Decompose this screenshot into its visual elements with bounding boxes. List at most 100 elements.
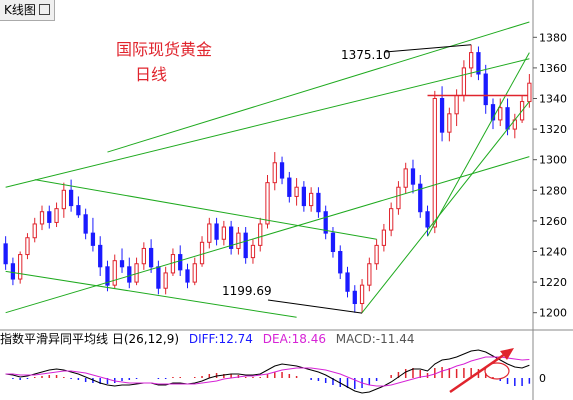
candle-body xyxy=(389,208,394,231)
macd-zero-label: 0 xyxy=(539,372,546,385)
macd-header: 指数平滑异同平均线 日(26,12,9) DIFF:12.74 DEA:18.4… xyxy=(0,331,415,348)
chart-subtitle: 日线 xyxy=(135,65,168,84)
candle-body xyxy=(119,260,125,268)
candle-body xyxy=(68,189,74,207)
diff-line xyxy=(5,349,530,394)
candle-body xyxy=(476,52,481,75)
trendline-upper-channel-top xyxy=(107,21,530,153)
macd-period: 日 xyxy=(111,332,124,346)
candle-body xyxy=(418,183,423,213)
candle-body xyxy=(10,263,16,280)
candle-body xyxy=(221,226,226,240)
candle-body xyxy=(76,205,81,216)
high-leader-line xyxy=(384,44,472,53)
candle-body xyxy=(359,284,365,305)
trendline-recent-support-line xyxy=(361,101,530,314)
candle-body xyxy=(403,168,408,188)
candle-body xyxy=(294,186,299,197)
candle-body xyxy=(265,182,270,225)
candle-body xyxy=(309,192,314,207)
low-price-label: 1199.69 xyxy=(222,284,272,298)
candle-body xyxy=(367,263,372,286)
y-tick-label-1200: 1200 xyxy=(539,307,567,320)
dea-line xyxy=(5,356,530,387)
candle-body xyxy=(410,168,416,185)
candle-body xyxy=(199,241,205,265)
candle-body xyxy=(170,254,176,274)
candle-body xyxy=(272,162,277,184)
candle-body xyxy=(330,232,336,252)
candle-body xyxy=(61,189,66,210)
candle-body xyxy=(323,211,328,234)
trendline-recent-support-line-2 xyxy=(427,52,530,237)
dea-value: DEA:18.46 xyxy=(262,332,326,346)
candle-body xyxy=(527,82,532,103)
candle-body xyxy=(279,162,285,179)
tab-title-label: K线图 xyxy=(4,3,36,17)
tab-close-icon[interactable] xyxy=(38,4,50,15)
low-leader-line xyxy=(267,299,363,314)
candle-body xyxy=(396,186,401,210)
candle-body xyxy=(185,269,190,283)
candle-body xyxy=(178,254,183,271)
candle-body xyxy=(127,266,132,283)
y-tick-label-1220: 1220 xyxy=(539,276,567,289)
candle-body xyxy=(287,177,292,197)
candle-body xyxy=(352,290,357,305)
candle-body xyxy=(258,223,263,246)
macd-value: MACD:-11.44 xyxy=(335,332,415,346)
candle-body xyxy=(469,52,474,69)
candle-body xyxy=(236,232,241,249)
macd-params: (26,12,9) xyxy=(123,332,180,346)
candle-body xyxy=(505,107,510,130)
candle-body xyxy=(461,67,467,96)
candle-body xyxy=(228,226,234,249)
candle-body xyxy=(83,214,88,234)
candle-body xyxy=(192,263,197,283)
candle-body xyxy=(163,272,168,289)
candle-body xyxy=(207,223,212,243)
y-tick-label-1300: 1300 xyxy=(539,154,567,167)
macd-arrow-shaft xyxy=(449,350,509,394)
candle-body xyxy=(374,244,379,265)
y-tick-label-1260: 1260 xyxy=(539,215,567,228)
candle-body xyxy=(54,208,59,223)
macd-arrow-head xyxy=(500,348,514,360)
candle-body xyxy=(250,244,256,259)
candle-body xyxy=(141,247,146,265)
macd-highlight-circle xyxy=(484,362,510,380)
candle-body xyxy=(90,232,96,246)
candle-body xyxy=(243,232,248,259)
candle-body xyxy=(490,104,496,121)
candle-body xyxy=(316,192,321,213)
candle-body xyxy=(3,243,8,265)
candle-body xyxy=(39,211,45,225)
candle-body xyxy=(498,107,503,121)
candle-body xyxy=(214,223,219,240)
high-price-label: 1375.10 xyxy=(341,48,391,62)
candle-body xyxy=(301,186,307,207)
y-tick-label-1380: 1380 xyxy=(539,31,567,44)
trendline-falling-channel-bottom xyxy=(5,270,297,318)
y-tick-label-1240: 1240 xyxy=(539,246,567,259)
candle-body xyxy=(381,229,387,246)
macd-name: 指数平滑异同平均线 xyxy=(0,332,109,346)
candle-body xyxy=(483,73,488,106)
chart-tab[interactable]: K线图 xyxy=(0,0,55,21)
candle-body xyxy=(47,211,52,223)
candle-body xyxy=(98,244,103,268)
y-tick-label-1280: 1280 xyxy=(539,184,567,197)
candle-body xyxy=(345,272,350,292)
candle-body xyxy=(156,266,161,289)
trendline-falling-channel-top xyxy=(34,179,377,240)
candle-body xyxy=(432,98,437,228)
trendline-lower-rising-line xyxy=(5,156,530,314)
candle-body xyxy=(148,247,154,268)
y-tick-label-1360: 1360 xyxy=(539,62,567,75)
candle-body xyxy=(447,113,452,133)
candle-body xyxy=(112,260,117,286)
candle-body xyxy=(25,237,30,256)
y-tick-label-1320: 1320 xyxy=(539,123,567,136)
